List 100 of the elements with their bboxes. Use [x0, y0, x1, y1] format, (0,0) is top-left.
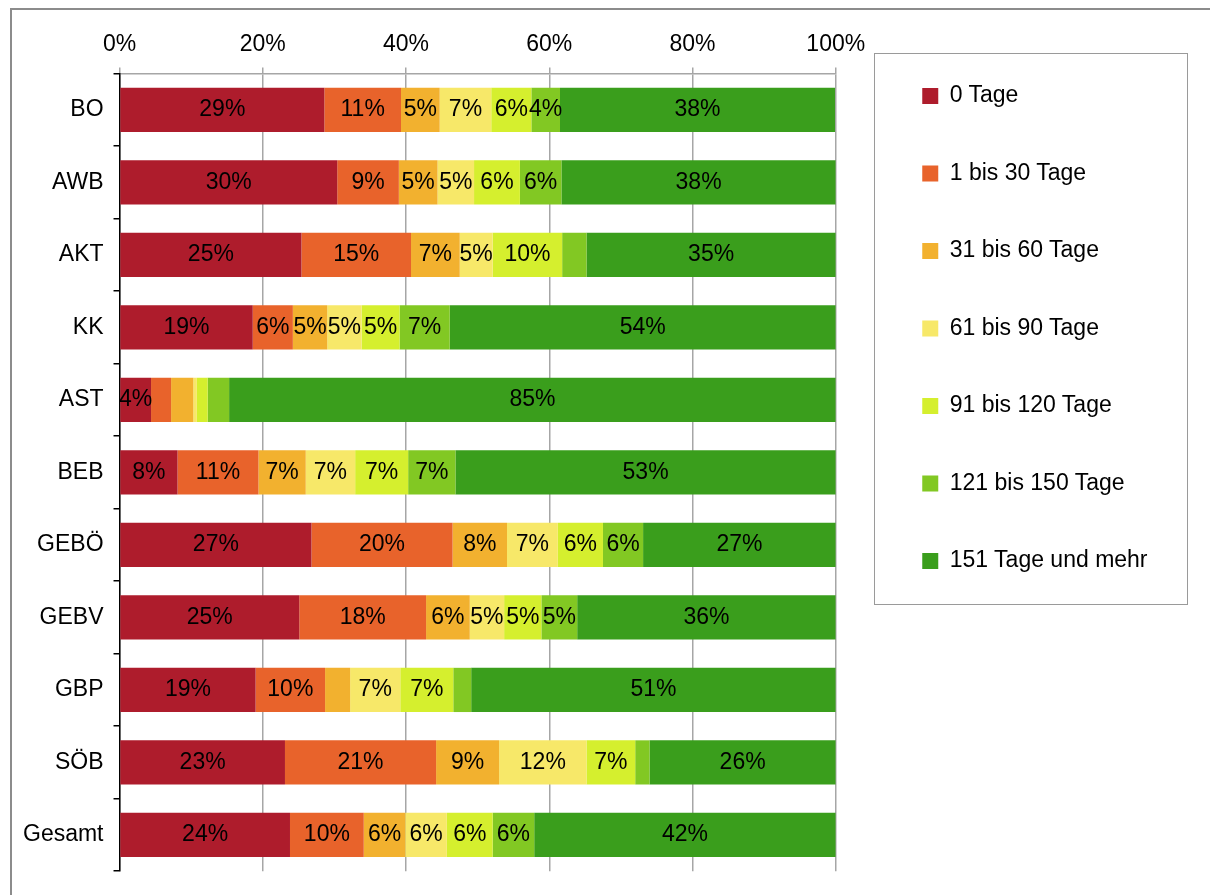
x-tick-label: 20%: [239, 29, 286, 56]
data-label: 19%: [164, 675, 211, 702]
bar: [455, 450, 836, 495]
data-label: 6%: [496, 820, 531, 847]
y-tick-label: BEB: [57, 457, 104, 484]
data-label: 35%: [688, 240, 735, 267]
bar: [258, 450, 306, 495]
data-label: 12%: [519, 747, 566, 774]
y-tick-label: AST: [58, 385, 104, 412]
data-label: 42%: [661, 820, 709, 847]
bar: [171, 377, 194, 423]
bar: [120, 160, 338, 205]
data-label: 9%: [351, 167, 385, 194]
bar: [120, 232, 302, 277]
x-tick-label: 0%: [102, 29, 137, 56]
y-tick-label: AWB: [51, 167, 104, 194]
data-label: 11%: [340, 95, 385, 122]
legend-label: 91 bis 120 Tage: [949, 391, 1112, 418]
data-label: 7%: [365, 457, 399, 484]
y-tick-label: BO: [70, 95, 104, 122]
bar: [196, 377, 208, 423]
bar: [586, 232, 836, 277]
data-label: 5%: [542, 602, 576, 629]
bar: [301, 232, 412, 277]
bar: [560, 87, 836, 132]
data-label: 27%: [716, 530, 763, 557]
bar: [284, 740, 437, 785]
bar: [324, 87, 401, 132]
bar: [562, 232, 587, 277]
data-label: 38%: [675, 167, 722, 194]
data-label: 6%: [563, 530, 598, 557]
bar: [207, 377, 230, 423]
data-label: 7%: [408, 312, 442, 339]
data-label: 4%: [119, 385, 153, 412]
data-label: 25%: [186, 602, 233, 629]
y-tick-label: Gesamt: [22, 820, 105, 847]
y-tick-label: GEBV: [39, 602, 105, 629]
data-label: 6%: [367, 820, 402, 847]
data-label: 5%: [401, 167, 435, 194]
legend-label: 121 bis 150 Tage: [949, 468, 1125, 495]
bar: [305, 450, 356, 495]
data-label: 18%: [339, 602, 386, 629]
data-label: 5%: [327, 312, 362, 339]
data-label: 4%: [529, 95, 563, 122]
bar: [120, 667, 256, 713]
bar: [436, 740, 500, 785]
bar: [561, 160, 836, 205]
data-label: 6%: [431, 602, 465, 629]
x-tick-label: 40%: [382, 29, 430, 56]
data-label: 24%: [182, 820, 229, 847]
data-label: 36%: [683, 602, 730, 629]
bar: [229, 377, 836, 423]
data-label: 7%: [410, 675, 444, 702]
data-label: 10%: [303, 820, 350, 847]
data-label: 23%: [179, 747, 226, 774]
data-label: 51%: [630, 675, 677, 702]
data-label: 11%: [195, 457, 241, 484]
data-label: 9%: [450, 747, 485, 774]
data-label: 27%: [192, 530, 239, 557]
data-label: 5%: [459, 240, 493, 267]
data-label: 53%: [622, 457, 669, 484]
bar: [120, 305, 253, 350]
data-label: 7%: [418, 240, 452, 267]
data-label: 21%: [337, 747, 384, 774]
data-label: 7%: [265, 457, 299, 484]
data-label: 30%: [205, 167, 252, 194]
data-label: 5%: [470, 602, 504, 629]
data-label: 6%: [524, 167, 558, 194]
bar: [635, 740, 650, 785]
data-label: 10%: [267, 675, 314, 702]
data-label: 15%: [333, 240, 380, 267]
data-label: 54%: [619, 312, 666, 339]
data-label: 38%: [674, 95, 721, 122]
data-label: 7%: [448, 95, 483, 122]
data-label: 6%: [606, 530, 640, 557]
bar: [193, 377, 197, 423]
legend-label: 61 bis 90 Tage: [949, 313, 1099, 340]
data-label: 7%: [313, 457, 348, 484]
bar: [355, 450, 409, 495]
data-label: 10%: [504, 240, 551, 267]
data-label: 7%: [515, 530, 550, 557]
data-label: 19%: [163, 312, 210, 339]
data-label: 6%: [494, 95, 528, 122]
bar: [120, 740, 285, 785]
x-tick-label: 80%: [669, 29, 716, 56]
bar: [499, 740, 587, 785]
bar: [120, 87, 325, 132]
data-label: 6%: [480, 167, 514, 194]
bar: [643, 522, 836, 568]
legend-label: 0 Tage: [949, 81, 1019, 108]
data-label: 85%: [509, 385, 556, 412]
y-tick-label: KK: [72, 312, 105, 339]
legend-label: 31 bis 60 Tage: [949, 236, 1099, 263]
y-tick-label: GEBÖ: [37, 530, 104, 557]
data-label: 29%: [199, 95, 246, 122]
bar: [453, 667, 472, 713]
data-label: 7%: [594, 747, 628, 774]
data-label: 5%: [293, 312, 327, 339]
legend-label: 1 bis 30 Tage: [949, 158, 1087, 185]
bar: [151, 377, 172, 423]
